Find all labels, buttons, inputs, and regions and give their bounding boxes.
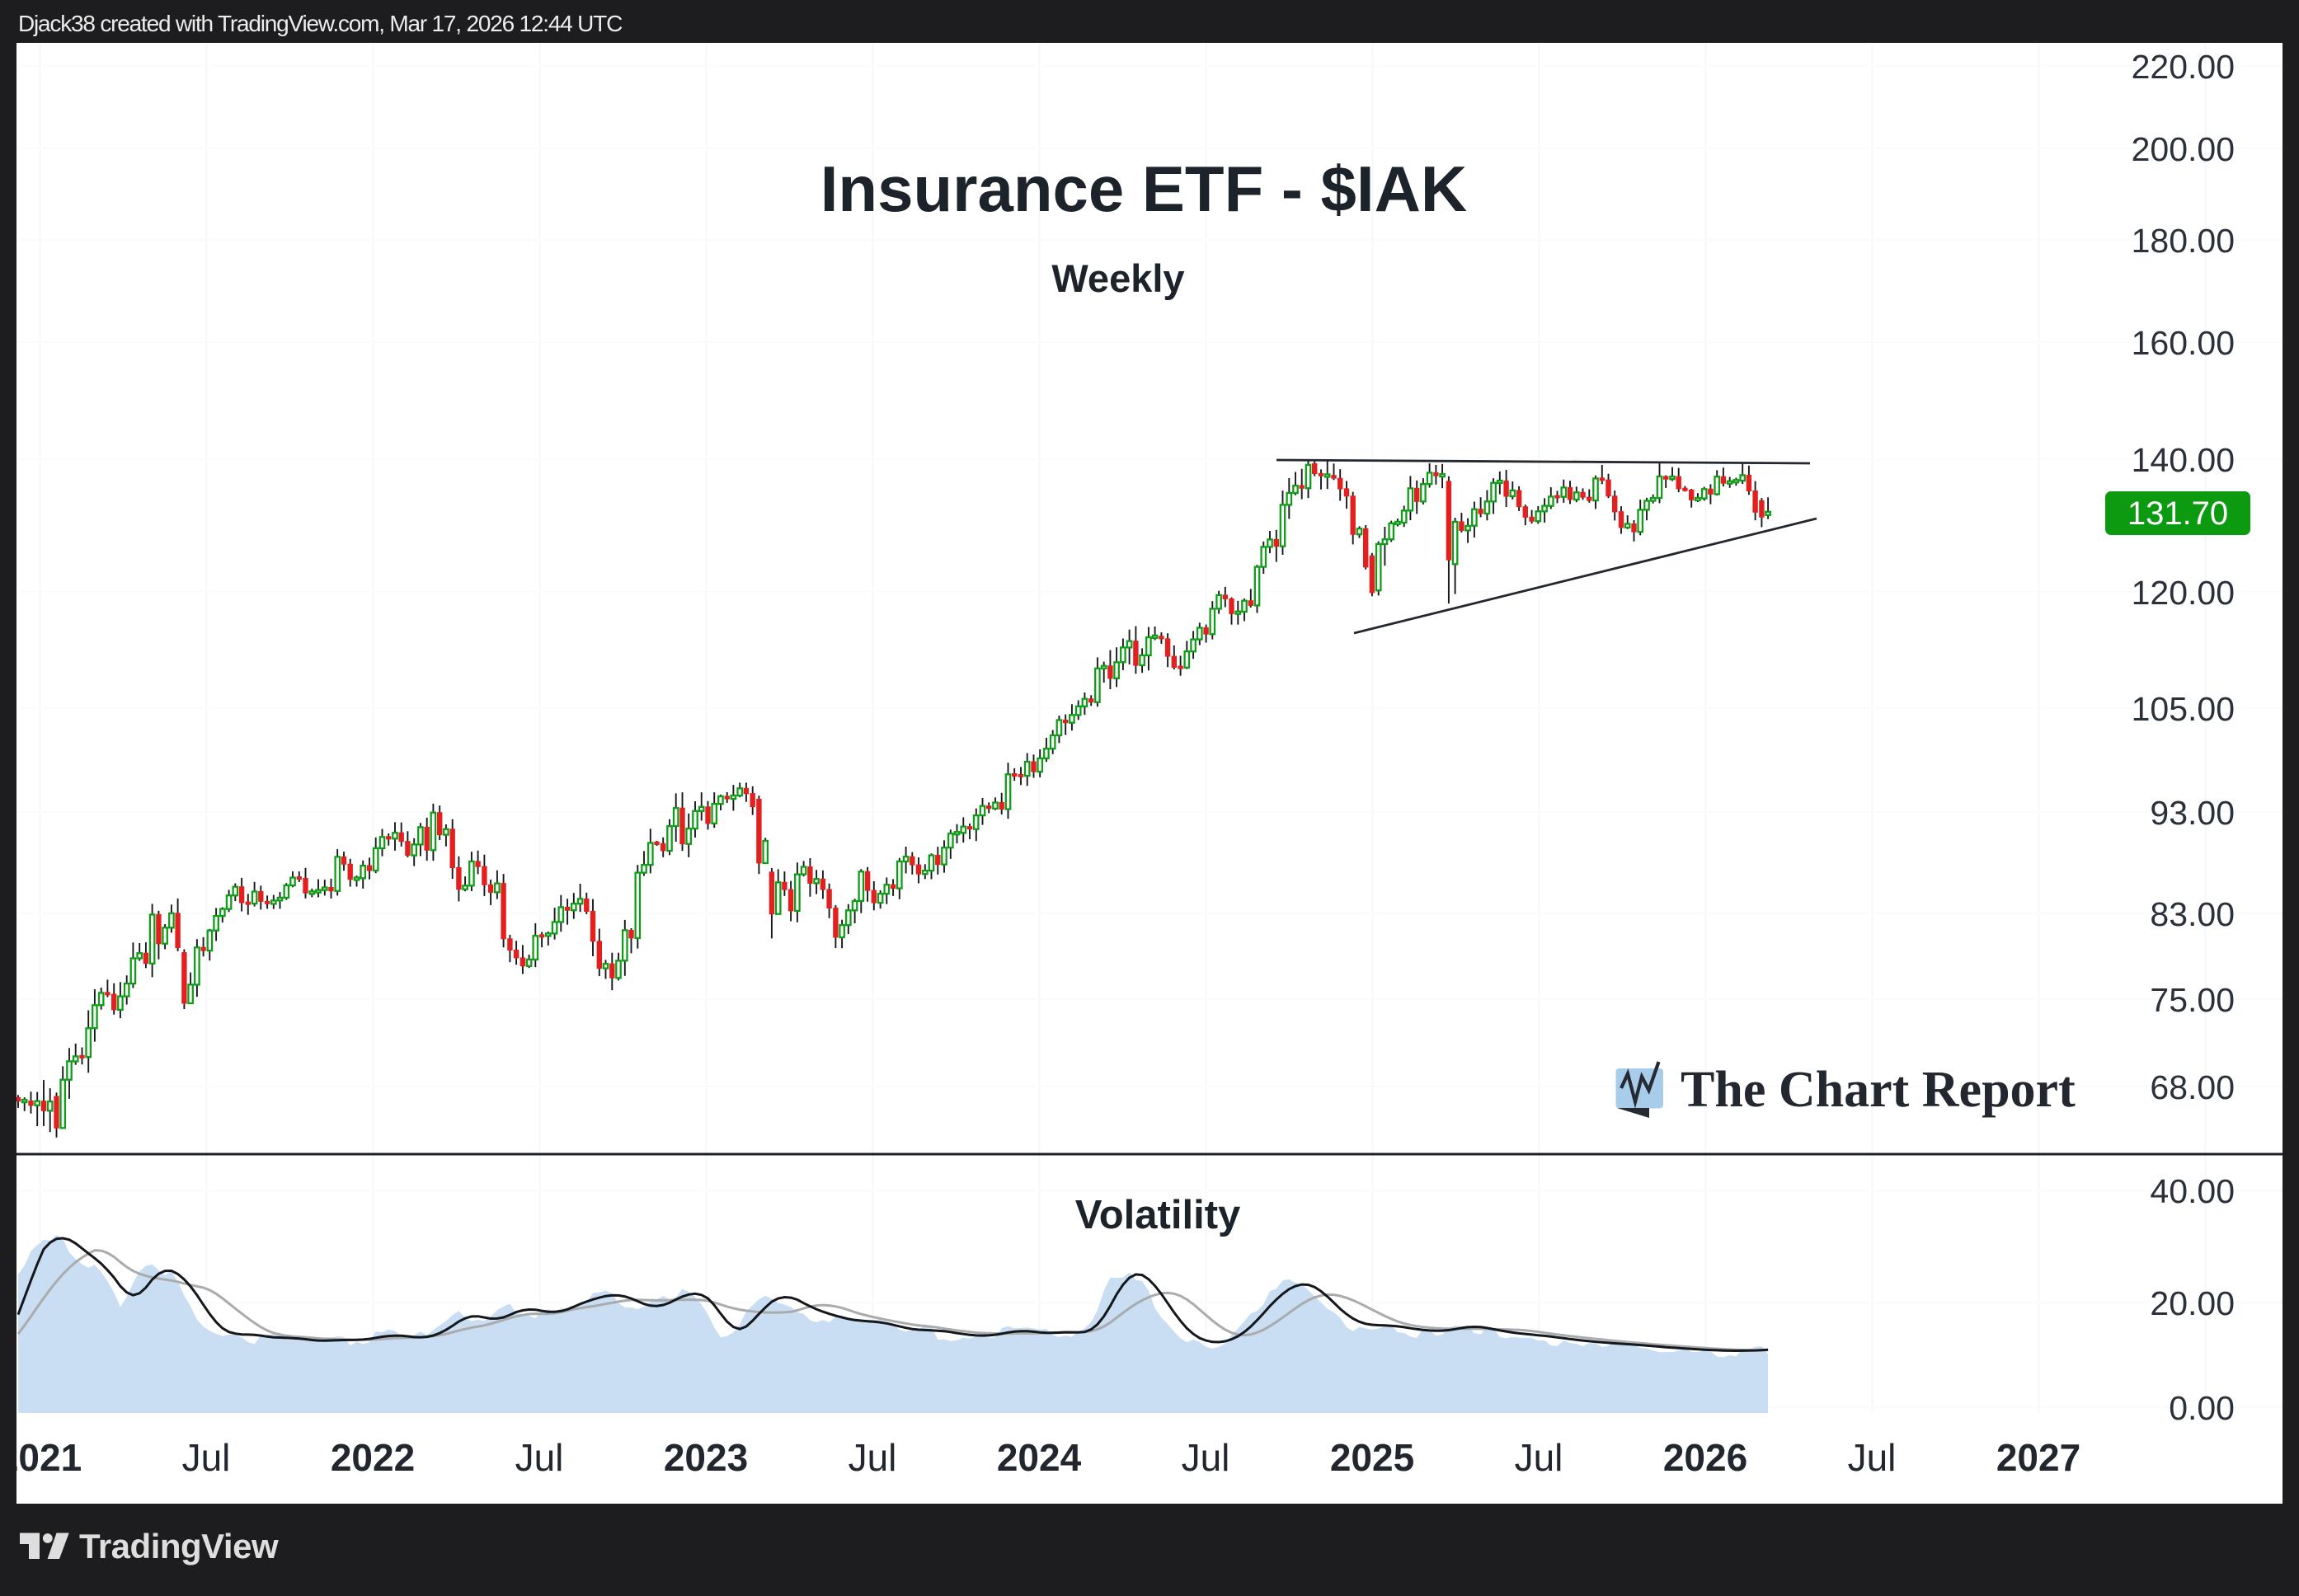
svg-text:Jul: Jul: [515, 1436, 564, 1479]
svg-text:Jul: Jul: [1848, 1436, 1897, 1479]
svg-text:TradingView: TradingView: [79, 1527, 279, 1565]
svg-text:93.00: 93.00: [2150, 794, 2235, 832]
svg-text:131.70: 131.70: [2127, 495, 2228, 532]
svg-text:20.00: 20.00: [2150, 1284, 2235, 1322]
svg-text:68.00: 68.00: [2150, 1068, 2235, 1106]
svg-text:75.00: 75.00: [2150, 981, 2235, 1019]
svg-text:83.00: 83.00: [2150, 895, 2235, 933]
svg-text:Insurance ETF - $IAK: Insurance ETF - $IAK: [820, 153, 1468, 225]
svg-text:2021: 2021: [0, 1436, 82, 1479]
svg-text:Jul: Jul: [1515, 1436, 1563, 1479]
svg-text:2026: 2026: [1663, 1436, 1747, 1479]
svg-text:0.00: 0.00: [2169, 1389, 2235, 1427]
svg-text:180.00: 180.00: [2132, 222, 2235, 260]
svg-text:140.00: 140.00: [2132, 441, 2235, 479]
svg-text:Djack38 created with TradingVi: Djack38 created with TradingView.com, Ma…: [18, 11, 623, 36]
svg-text:220.00: 220.00: [2132, 48, 2235, 86]
svg-text:2027: 2027: [1996, 1436, 2080, 1479]
svg-text:2023: 2023: [664, 1436, 748, 1479]
svg-text:Jul: Jul: [182, 1436, 231, 1479]
svg-text:The Chart Report: The Chart Report: [1681, 1062, 2076, 1118]
svg-text:2022: 2022: [331, 1436, 415, 1479]
svg-text:105.00: 105.00: [2132, 690, 2235, 728]
svg-text:Volatility: Volatility: [1075, 1193, 1241, 1237]
svg-text:2025: 2025: [1330, 1436, 1414, 1479]
svg-text:200.00: 200.00: [2132, 130, 2235, 168]
svg-text:2024: 2024: [997, 1436, 1082, 1479]
svg-text:Weekly: Weekly: [1051, 256, 1184, 300]
svg-text:Jul: Jul: [1182, 1436, 1230, 1479]
svg-text:160.00: 160.00: [2132, 324, 2235, 362]
svg-text:Jul: Jul: [849, 1436, 897, 1479]
svg-text:40.00: 40.00: [2150, 1172, 2235, 1210]
svg-text:120.00: 120.00: [2132, 574, 2235, 612]
